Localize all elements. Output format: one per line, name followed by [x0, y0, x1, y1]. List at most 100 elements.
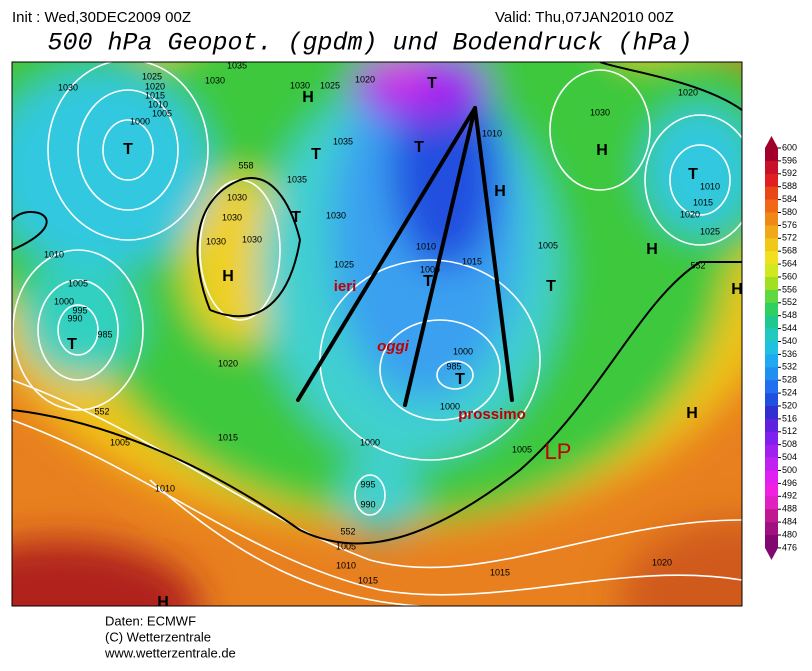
isobar-label: 1015	[490, 567, 510, 577]
pressure-center: T	[427, 75, 437, 92]
isobar-label: 552	[94, 406, 109, 416]
colorbar-band	[765, 302, 778, 316]
colorbar-band	[765, 148, 778, 162]
footer-line: www.wetterzentrale.de	[104, 645, 236, 660]
colorbar-label: 540	[782, 336, 797, 346]
colorbar-label: 552	[782, 297, 797, 307]
isobar-label: 1000	[420, 264, 440, 274]
colorbar-band	[765, 483, 778, 497]
colorbar-label: 580	[782, 207, 797, 217]
colorbar-band	[765, 393, 778, 407]
isobar-label: 1010	[482, 128, 502, 138]
colorbar-label: 596	[782, 155, 797, 165]
isobar-label: 1035	[333, 136, 353, 146]
colorbar-band	[765, 522, 778, 536]
colorbar-label: 484	[782, 516, 797, 526]
isobar-label: 1035	[227, 60, 247, 70]
isobar-label: 1000	[440, 401, 460, 411]
isobar-label: 1010	[336, 560, 356, 570]
isobar-label: 985	[446, 361, 461, 371]
colorbar-label: 496	[782, 478, 797, 488]
valid-time: Valid: Thu,07JAN2010 00Z	[495, 9, 674, 26]
isobar-label: 1025	[142, 71, 162, 81]
map-frame	[11, 61, 743, 607]
isobar-label: 1005	[68, 278, 88, 288]
colorbar-label: 584	[782, 194, 797, 204]
isobar-label: 1005	[152, 108, 172, 118]
isobar-label: 1015	[218, 432, 238, 442]
colorbar-band	[765, 367, 778, 381]
isobar-label: 1005	[336, 541, 356, 551]
isobar-label: 1030	[206, 236, 226, 246]
pressure-center: H	[494, 183, 506, 200]
isobar-label: 1015	[358, 575, 378, 585]
isobar-label: 1030	[227, 192, 247, 202]
isobar-label: 1020	[218, 358, 238, 368]
colorbar-label: 556	[782, 284, 797, 294]
colorbar-label: 544	[782, 323, 797, 333]
colorbar-label: 600	[782, 142, 797, 152]
map-title: 500 hPa Geopot. (gpdm) und Bodendruck (h…	[47, 29, 692, 58]
isobar-label: 1030	[242, 234, 262, 244]
isobar-label: 1030	[326, 210, 346, 220]
isobar-label: 995	[72, 305, 87, 315]
isobar-label: 1030	[590, 107, 610, 117]
annotation: oggi	[377, 338, 409, 355]
pressure-center: T	[67, 336, 77, 353]
colorbar-band	[765, 509, 778, 523]
isobar-label: 1015	[462, 256, 482, 266]
isobar-label: 990	[360, 499, 375, 509]
isobar-label: 1010	[416, 241, 436, 251]
colorbar-label: 524	[782, 387, 797, 397]
annotation: ieri	[334, 278, 357, 295]
isobar-label: 995	[360, 479, 375, 489]
isobar-label: 1005	[512, 444, 532, 454]
colorbar-band	[765, 496, 778, 510]
colorbar-band	[765, 238, 778, 252]
annotation: prossimo	[458, 406, 526, 423]
pressure-center: H	[157, 594, 169, 611]
colorbar-label: 564	[782, 258, 797, 268]
colorbar-label: 576	[782, 220, 797, 230]
colorbar-label: 488	[782, 504, 797, 514]
isobar-label: 1010	[700, 181, 720, 191]
colorbar-band	[765, 289, 778, 304]
isobar-label: 1020	[678, 87, 698, 97]
pressure-center: T	[423, 273, 433, 290]
colorbar-band	[765, 431, 778, 445]
pressure-center: T	[311, 146, 321, 163]
isobar-label: 552	[340, 526, 355, 536]
colorbar-band	[765, 160, 778, 175]
isobar-label: 1010	[148, 99, 168, 109]
colorbar-band	[765, 328, 778, 342]
isobar-label: 1025	[700, 226, 720, 236]
colorbar-label: 568	[782, 246, 797, 256]
isobar-label: 1030	[205, 75, 225, 85]
pressure-center: T	[414, 139, 424, 156]
isobar-label: 1025	[320, 80, 340, 90]
pressure-center: H	[686, 405, 698, 422]
colorbar-band	[765, 315, 778, 329]
pressure-center: T	[455, 371, 465, 388]
isobar-label: 1015	[145, 90, 165, 100]
annotation: LP	[545, 439, 572, 464]
colorbar-band	[765, 444, 778, 458]
colorbar-label: 592	[782, 168, 797, 178]
isobar-label: 1020	[652, 557, 672, 567]
colorbar-label: 520	[782, 400, 797, 410]
footer-line: (C) Wetterzentrale	[105, 629, 211, 644]
colorbar-label: 512	[782, 426, 797, 436]
isobar-label: 1025	[334, 259, 354, 269]
colorbar-label: 588	[782, 181, 797, 191]
colorbar-band	[765, 277, 778, 291]
colorbar-band	[765, 251, 778, 265]
pressure-center: T	[123, 141, 133, 158]
isobar-label: 1030	[222, 212, 242, 222]
colorbar-label: 504	[782, 452, 797, 462]
colorbar-label: 572	[782, 233, 797, 243]
isobar-label: 1000	[54, 296, 74, 306]
colorbar-label: 532	[782, 362, 797, 372]
colorbar-label: 536	[782, 349, 797, 359]
colorbar-label: 548	[782, 310, 797, 320]
